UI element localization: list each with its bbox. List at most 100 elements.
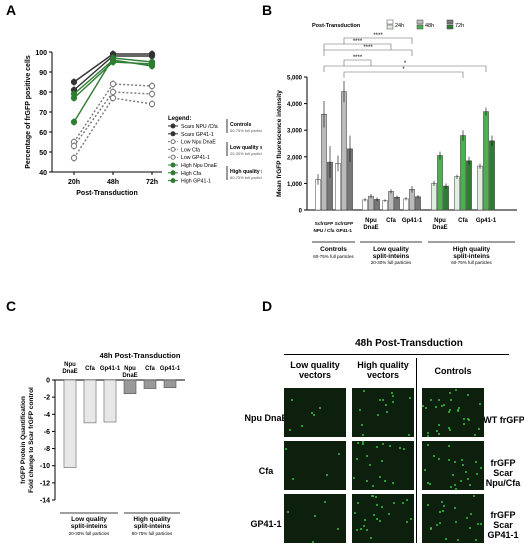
fluorescent-cell: [290, 399, 293, 402]
bar: [123, 379, 137, 395]
y-tick-label: 2,000: [287, 155, 303, 161]
fluorescent-cell: [470, 513, 473, 516]
fluorescent-cell: [463, 422, 466, 425]
fluorescent-cell: [429, 527, 432, 530]
y-tick-label: 0: [299, 209, 303, 215]
fluorescent-cell: [429, 483, 432, 486]
fluorescent-cell: [355, 457, 358, 460]
legend-swatch-marker: [170, 178, 176, 184]
fluorescent-cell: [385, 410, 388, 413]
bar: [388, 191, 394, 211]
group-subtitle: 20-30% full particles: [371, 260, 412, 265]
legend-swatch-marker: [170, 139, 176, 145]
fluorescent-cell: [438, 432, 440, 435]
fluorescent-cell: [443, 404, 446, 407]
data-point: [70, 142, 78, 150]
col-header-controls: Controls: [434, 366, 472, 376]
fluorescent-cell: [441, 404, 444, 407]
fluorescent-cell: [337, 453, 340, 456]
bar: [466, 160, 472, 211]
series-line: [73, 91, 153, 147]
row-label-npu: Npu DnaE: [244, 413, 288, 423]
legend-swatch: [446, 19, 454, 25]
fluorescent-cell: [448, 411, 451, 414]
x-tick-label: DnaE: [122, 373, 137, 379]
x-tick-label: Gp41-1: [476, 218, 497, 224]
fluorescent-cell: [454, 483, 457, 486]
legend-entry: Scars GP41-1: [181, 132, 214, 138]
data-point: [109, 80, 117, 88]
legend-swatch-marker: [170, 162, 176, 168]
group-subtitle: 20-30% full particles: [69, 531, 110, 536]
fluorescent-cell: [405, 520, 408, 523]
x-tick-label: 72h: [146, 179, 158, 186]
fluorescent-cell: [423, 469, 426, 472]
fluorescent-cell: [473, 495, 476, 498]
row-label-cfa: Cfa: [258, 466, 274, 476]
y-tick-label: 50: [39, 150, 47, 157]
legend-entry: Low GP41-1: [181, 155, 210, 161]
controls-separator: [416, 358, 417, 543]
y-tick-label: 5,000: [287, 76, 303, 82]
x-tick-label: Npu: [124, 366, 136, 372]
x-tick-label: Npu: [64, 362, 76, 368]
group-title-line2: split-inteins: [373, 253, 410, 260]
microscopy-image: [352, 441, 414, 490]
bar: [483, 111, 489, 211]
microscopy-image: [422, 388, 484, 437]
fluorescent-cell: [391, 391, 394, 394]
fluorescent-cell: [291, 478, 294, 481]
bar: [489, 140, 495, 211]
y-tick-label: 40: [39, 170, 47, 177]
fluorescent-cell: [361, 441, 364, 444]
fluorescent-cell: [356, 441, 359, 444]
fluorescent-cell: [371, 495, 374, 498]
significance-label: *: [404, 61, 407, 67]
fluorescent-cell: [364, 518, 366, 521]
legend-swatch-marker: [170, 170, 176, 176]
x-tick-label: Cfa: [458, 218, 468, 224]
data-point: [70, 90, 78, 98]
fluorescent-cell: [442, 504, 445, 507]
x-tick-label: GP41-1: [336, 228, 352, 233]
group-subtitle: 60-75% full particles: [451, 260, 492, 265]
x-tick-label: DnaE: [363, 225, 378, 231]
legend-entry: 24h: [395, 23, 404, 29]
legend-entry: Low Npu DnaE: [181, 140, 216, 146]
fluorescent-cell: [313, 414, 316, 417]
data-point: [148, 52, 156, 60]
group-subtitle: 60-75% full particles: [313, 254, 354, 259]
y-axis-label-line2: Fold change to Scar frGFP control: [28, 387, 35, 493]
data-point: [148, 82, 156, 90]
fluorescent-cell: [469, 527, 472, 530]
y-tick-label: 0: [46, 378, 50, 385]
bar: [477, 165, 483, 211]
y-axis-label: Percentage of frGFP positive cells: [25, 55, 32, 169]
fluorescent-cell: [465, 517, 468, 520]
x-tick-label: Gp41-1: [402, 218, 423, 224]
fluorescent-cell: [361, 424, 364, 427]
microscopy-image: [284, 494, 346, 543]
fluorescent-cell: [449, 428, 452, 431]
y-tick-label: -10: [40, 463, 50, 470]
row-label-gp41: GP41-1: [250, 519, 282, 529]
bar: [143, 379, 157, 389]
fluorescent-cell: [449, 408, 452, 411]
fluorescent-cell: [435, 523, 438, 526]
panel-label-c: C: [6, 298, 17, 314]
group-title: Low quality: [71, 516, 107, 523]
fluorescent-cell: [454, 487, 457, 490]
fluorescent-cell: [438, 521, 441, 524]
fluorescent-cell: [384, 403, 387, 406]
fluorescent-cell: [391, 481, 394, 484]
fluorescent-cell: [352, 476, 355, 479]
legend-swatch: [446, 24, 454, 30]
fluorescent-cell: [465, 471, 468, 474]
fluorescent-cell: [448, 458, 451, 461]
x-tick-label: 48h: [107, 179, 119, 186]
x-axis-label: Post-Transduction: [76, 190, 137, 197]
fluorescent-cell: [430, 528, 433, 531]
fluorescent-cell: [376, 446, 379, 449]
fluorescent-cell: [355, 528, 358, 531]
x-tick-label: NPU / Cfa: [314, 228, 335, 233]
